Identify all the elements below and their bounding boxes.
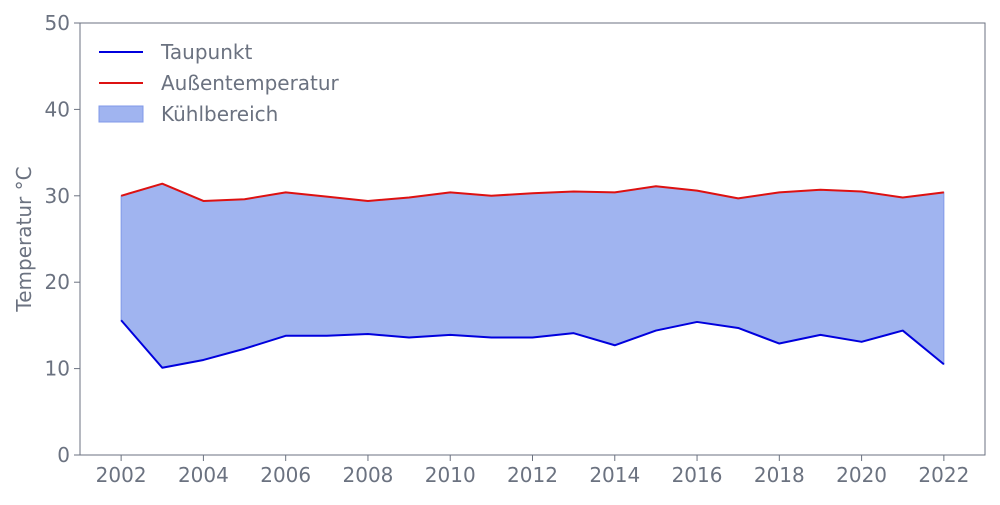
- lines-layer: [120, 182, 945, 369]
- fill-area-kuehlbereich: [120, 183, 945, 369]
- y-tick-label: 10: [45, 357, 70, 381]
- x-tick-label: 2012: [507, 463, 558, 487]
- x-tick-label: 2014: [589, 463, 640, 487]
- y-tick-label: 40: [45, 97, 70, 121]
- x-tick-label: 2006: [260, 463, 311, 487]
- x-tick-label: 2018: [754, 463, 805, 487]
- x-tick-label: 2002: [96, 463, 147, 487]
- legend-label: Taupunkt: [160, 40, 252, 64]
- x-tick-label: 2020: [836, 463, 887, 487]
- legend-entry-aussentemperatur: Außentemperatur: [99, 71, 340, 95]
- x-tick-label: 2016: [672, 463, 723, 487]
- legend-label: Kühlbereich: [161, 102, 278, 126]
- y-axis-title: Temperatur °C: [12, 166, 36, 312]
- legend-label: Außentemperatur: [161, 71, 340, 95]
- y-axis: 0 10 20 30 40 50: [45, 11, 80, 467]
- y-tick-label: 50: [45, 11, 70, 35]
- x-tick-label: 2022: [918, 463, 969, 487]
- legend: Taupunkt Außentemperatur Kühlbereich: [98, 40, 340, 126]
- legend-swatch: [98, 105, 144, 123]
- y-tick-label: 30: [45, 184, 70, 208]
- legend-entry-kuehlbereich: Kühlbereich: [98, 102, 278, 126]
- x-tick-label: 2010: [425, 463, 476, 487]
- x-tick-label: 2008: [343, 463, 394, 487]
- y-tick-label: 20: [45, 270, 70, 294]
- series-line-1: [120, 182, 944, 202]
- legend-entry-taupunkt: Taupunkt: [99, 40, 252, 64]
- y-tick-label: 0: [57, 443, 70, 467]
- fill-layer: [120, 183, 945, 369]
- x-axis: 2002 2004 2006 2008 2010 2012 2014 2016 2018 2020…: [96, 455, 969, 487]
- series-line-0: [120, 319, 945, 369]
- x-tick-label: 2004: [178, 463, 229, 487]
